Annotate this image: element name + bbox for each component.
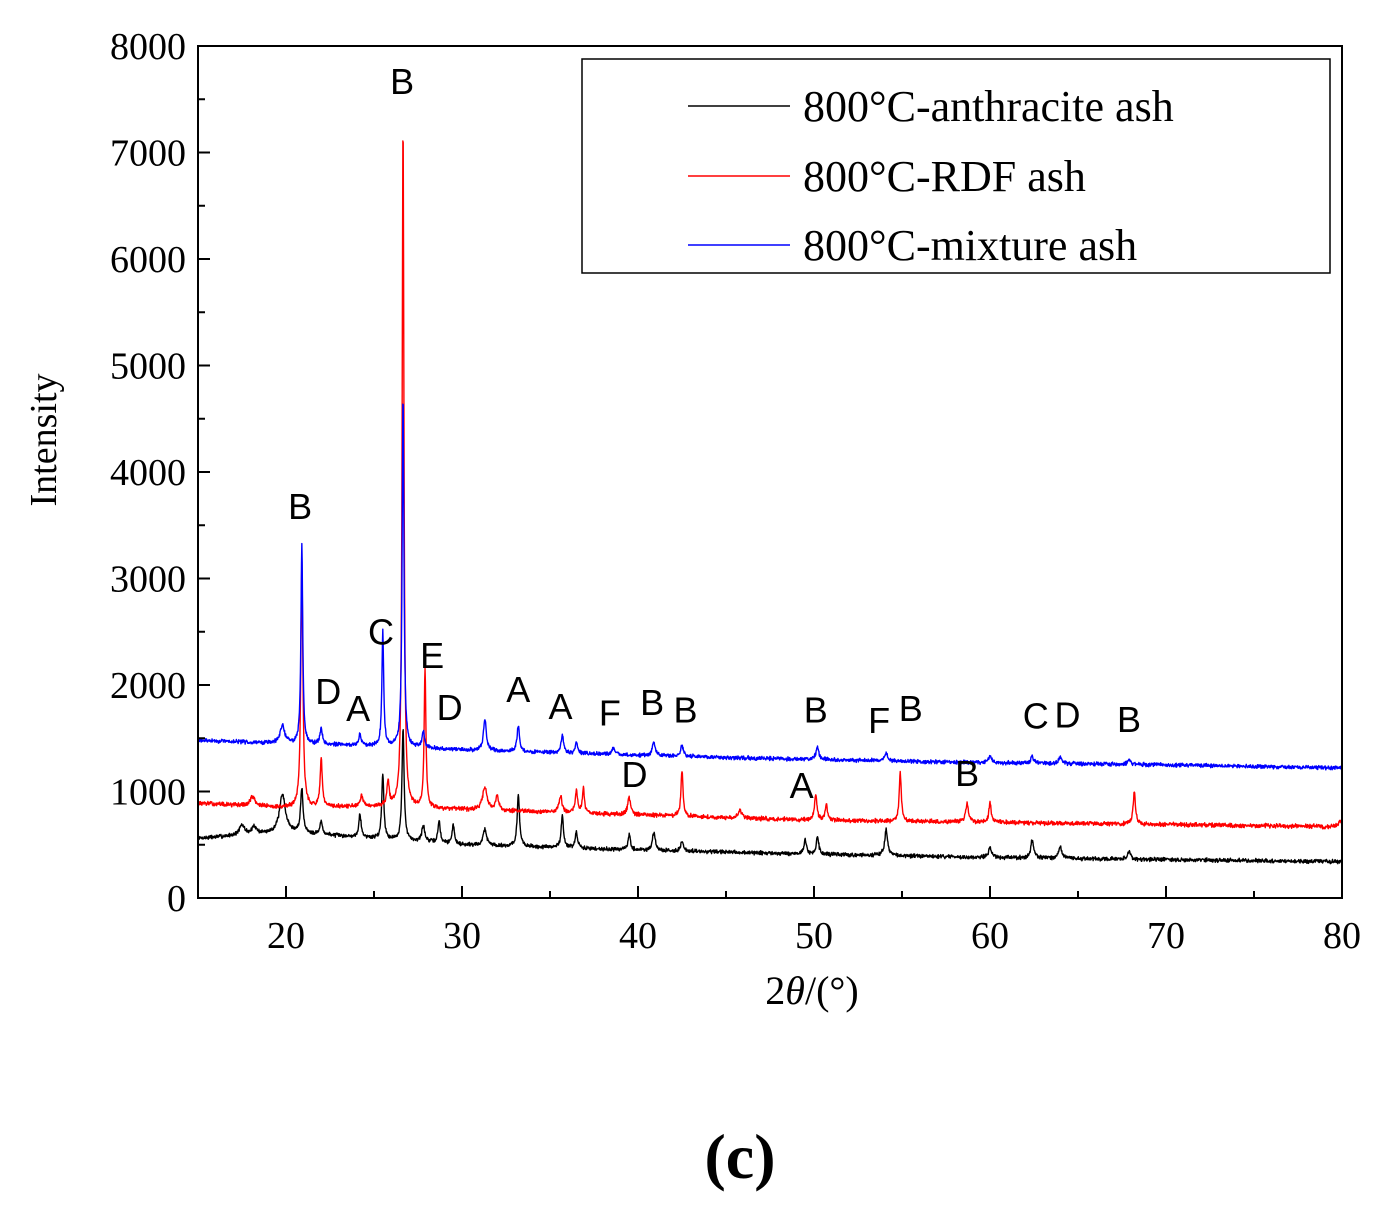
peak-annotation-11: B — [674, 689, 698, 730]
peak-annotation-9: F — [599, 692, 621, 733]
x-tick-label-30: 30 — [443, 915, 481, 957]
x-tick-label-50: 50 — [795, 915, 833, 957]
peak-annotation-4: D — [315, 671, 341, 712]
x-tick-label-70: 70 — [1147, 915, 1185, 957]
legend-label-anthracite: 800°C-anthracite ash — [803, 82, 1174, 131]
series-line-mixture — [197, 403, 1343, 771]
panel-label: (c) — [704, 1121, 775, 1192]
legend-label-mixture: 800°C-mixture ash — [803, 221, 1137, 270]
peak-annotation-5: A — [346, 688, 370, 729]
x-tick-label-20: 20 — [267, 915, 305, 957]
peak-annotation-2: C — [368, 612, 394, 653]
peak-annotation-6: D — [437, 687, 463, 728]
series-line-rdf — [197, 140, 1343, 830]
peak-annotation-0: B — [390, 61, 414, 102]
series-line-anthracite — [197, 729, 1343, 865]
x-axis-label-theta: θ — [785, 968, 805, 1013]
peak-annotation-17: B — [1117, 699, 1141, 740]
y-axis-label: Intensity — [23, 374, 65, 507]
peak-annotation-14: B — [899, 688, 923, 729]
x-tick-label-40: 40 — [619, 915, 657, 957]
peak-annotation-16: D — [1054, 695, 1080, 736]
peak-annotation-12: B — [804, 689, 828, 730]
y-tick-label-6000: 6000 — [110, 239, 186, 281]
x-axis-label: 2θ/(°) — [765, 968, 858, 1013]
peak-annotation-8: A — [549, 686, 573, 727]
peak-annotation-13: F — [868, 700, 890, 741]
x-tick-label-80: 80 — [1323, 915, 1361, 957]
peak-annotation-15: C — [1023, 696, 1049, 737]
tick-layer: 20 30 40 50 60 70 80 0 1000 2000 3000 4000 5000 6000 7… — [110, 26, 1361, 957]
peak-annotation-3: E — [420, 635, 444, 676]
y-tick-label-8000: 8000 — [110, 26, 186, 68]
x-tick-label-60: 60 — [971, 915, 1009, 957]
y-tick-label-2000: 2000 — [110, 665, 186, 707]
y-tick-label-7000: 7000 — [110, 133, 186, 175]
y-tick-label-4000: 4000 — [110, 452, 186, 494]
legend-box — [581, 58, 1331, 274]
y-tick-label-5000: 5000 — [110, 346, 186, 388]
peak-annotation-20: B — [955, 753, 979, 794]
peak-annotation-18: D — [621, 754, 647, 795]
peak-annotation-10: B — [640, 682, 664, 723]
peak-annotation-7: A — [506, 669, 530, 710]
series-layer — [197, 140, 1343, 865]
legend: 800°C-anthracite ash 800°C-RDF ash 800°C… — [581, 58, 1331, 274]
peak-annotation-19: A — [790, 765, 814, 806]
x-axis-label-prefix: 2 — [765, 968, 785, 1013]
x-axis-label-suffix: /(°) — [805, 968, 859, 1013]
peak-annotation-1: B — [288, 486, 312, 527]
y-tick-label-1000: 1000 — [110, 772, 186, 814]
y-tick-label-0: 0 — [167, 878, 186, 920]
legend-label-rdf: 800°C-RDF ash — [803, 152, 1086, 201]
y-tick-label-3000: 3000 — [110, 559, 186, 601]
